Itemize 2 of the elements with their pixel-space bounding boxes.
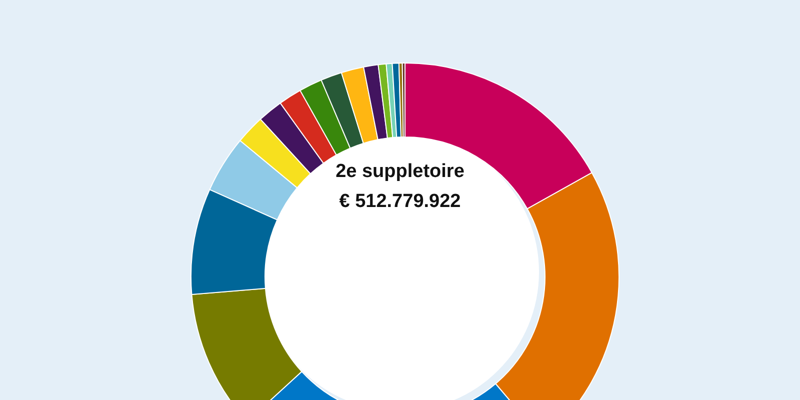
text: 2e suppletoire xyxy=(336,161,464,182)
text: € 512.779.922 xyxy=(339,191,461,212)
